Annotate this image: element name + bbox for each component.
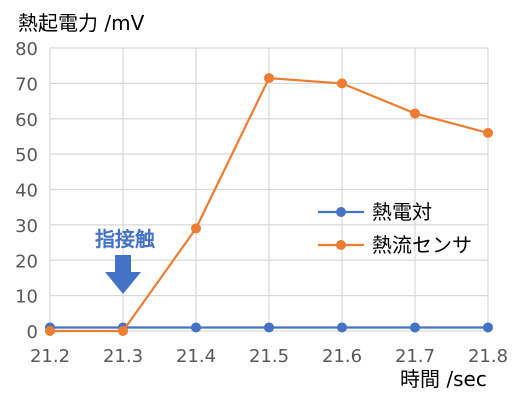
x-tick-label: 21.2 xyxy=(30,346,70,367)
series-1-point xyxy=(191,322,201,333)
series-2-point xyxy=(191,223,201,234)
y-tick-label: 70 xyxy=(15,74,38,95)
series-layer xyxy=(45,73,493,336)
series-2-point xyxy=(410,108,420,119)
series-2-point xyxy=(118,326,128,336)
series-2-point xyxy=(337,78,347,89)
down-arrow-icon xyxy=(105,255,141,294)
y-tick-label: 80 xyxy=(15,39,38,60)
legend-label: 熱流センサ xyxy=(372,233,472,257)
annotation-label: 指接触 xyxy=(95,227,155,251)
y-axis-title: 熱起電力 /mV xyxy=(18,11,145,35)
y-tick-label: 10 xyxy=(15,287,38,308)
x-axis-title: 時間 /sec xyxy=(400,367,487,391)
y-tick-label: 0 xyxy=(27,322,38,343)
series-2-point xyxy=(483,127,493,138)
x-tick-label: 21.5 xyxy=(249,346,289,367)
grid-layer xyxy=(49,47,489,332)
series-1-point xyxy=(337,322,347,333)
x-tick-label: 21.8 xyxy=(468,346,508,367)
series-2-point xyxy=(264,73,274,84)
y-tick-label: 60 xyxy=(15,110,38,131)
y-tick-label: 50 xyxy=(15,145,38,166)
series-1-point xyxy=(483,322,493,333)
legend-swatch-marker xyxy=(336,240,346,250)
legend-label: 熱電対 xyxy=(372,200,432,224)
legend-swatch-marker xyxy=(336,207,346,217)
annotation-layer: 指接触 xyxy=(95,227,155,294)
y-tick-label: 30 xyxy=(15,216,38,237)
x-tick-label: 21.6 xyxy=(322,346,362,367)
axis-layer: 0 10 20 30 40 50 60 70 80 21.2 21.3 21.4 21.5 21.6 21.… xyxy=(15,39,508,367)
x-tick-label: 21.4 xyxy=(176,346,216,367)
y-tick-label: 40 xyxy=(15,181,38,202)
x-tick-label: 21.3 xyxy=(103,346,143,367)
series-1-point xyxy=(264,322,274,333)
series-1-point xyxy=(410,322,420,333)
y-tick-label: 20 xyxy=(15,251,38,272)
x-tick-label: 21.7 xyxy=(395,346,435,367)
series-2-point xyxy=(45,326,55,336)
